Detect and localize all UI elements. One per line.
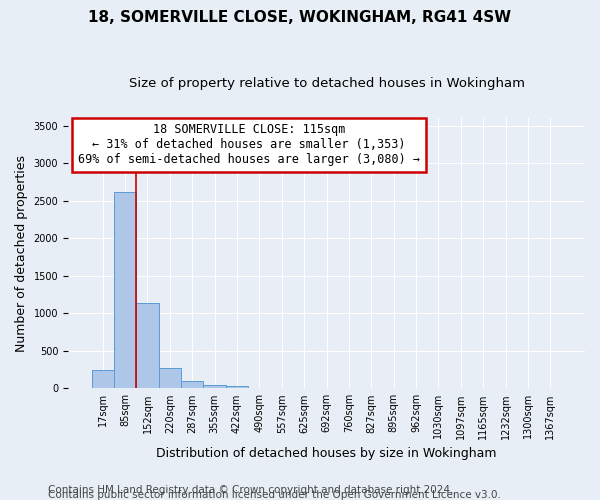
Bar [136,304,158,388]
Bar [181,381,203,388]
Bar [114,192,136,388]
Bar [92,370,114,388]
Text: 18, SOMERVILLE CLOSE, WOKINGHAM, RG41 4SW: 18, SOMERVILLE CLOSE, WOKINGHAM, RG41 4S… [88,10,512,25]
Text: Contains HM Land Registry data © Crown copyright and database right 2024.: Contains HM Land Registry data © Crown c… [48,485,454,495]
Y-axis label: Number of detached properties: Number of detached properties [15,154,28,352]
Text: 18 SOMERVILLE CLOSE: 115sqm
← 31% of detached houses are smaller (1,353)
69% of : 18 SOMERVILLE CLOSE: 115sqm ← 31% of det… [78,124,420,166]
Bar [203,384,226,388]
Bar [158,368,181,388]
Title: Size of property relative to detached houses in Wokingham: Size of property relative to detached ho… [128,78,524,90]
Bar [226,386,248,388]
Text: Contains public sector information licensed under the Open Government Licence v3: Contains public sector information licen… [48,490,501,500]
X-axis label: Distribution of detached houses by size in Wokingham: Distribution of detached houses by size … [156,447,497,460]
